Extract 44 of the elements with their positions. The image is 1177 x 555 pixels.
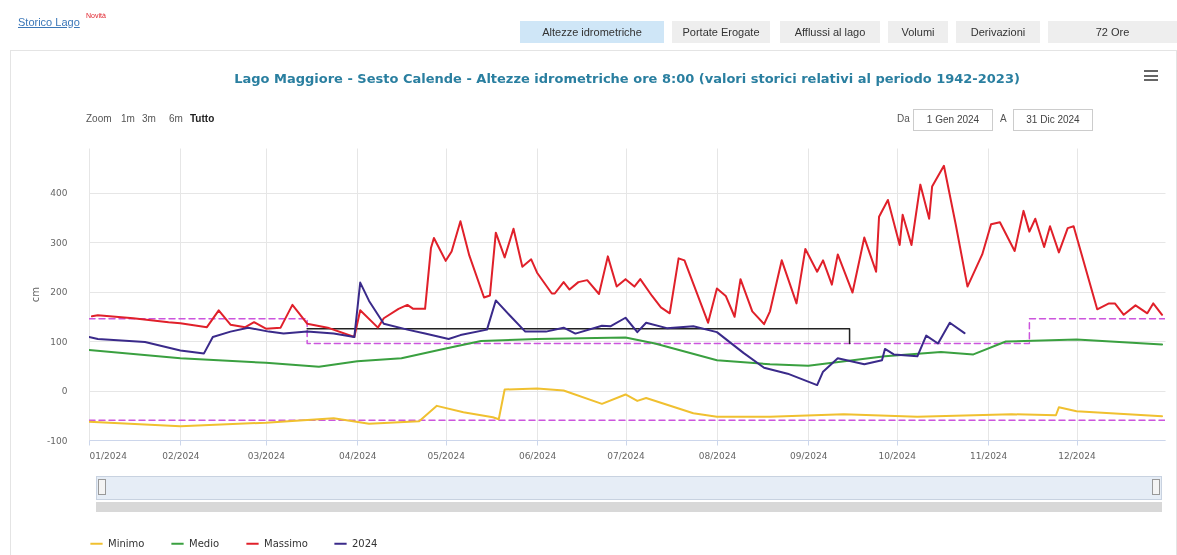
x-tick-label: 03/2024 xyxy=(247,450,286,461)
y-tick-label: -100 xyxy=(47,435,68,446)
text: 3m xyxy=(142,113,156,124)
text: Portate Erogate xyxy=(672,21,770,43)
y-tick-label: 200 xyxy=(50,287,68,298)
line-series xyxy=(89,336,1164,368)
x-tick-label: 02/2024 xyxy=(162,450,200,461)
line-series xyxy=(90,164,1164,339)
y-tick-label: 400 xyxy=(50,188,68,199)
text: Altezze idrometriche xyxy=(520,21,664,43)
text: 31 Dic 2024 xyxy=(1013,109,1093,131)
x-tick-label: 04/2024 xyxy=(339,450,377,461)
legend-label: 2024 xyxy=(352,537,378,549)
line-series xyxy=(89,387,1164,428)
text: Derivazioni xyxy=(956,21,1040,43)
legend-label: Minimo xyxy=(108,537,145,549)
text: A xyxy=(1000,113,1007,124)
text: 6m xyxy=(169,113,183,124)
text: 72 Ore xyxy=(1048,21,1177,43)
x-tick-label: 10/2024 xyxy=(878,450,917,461)
text: 1 Gen 2024 xyxy=(913,109,993,131)
chart-title: Lago Maggiore - Sesto Calende - Altezze idrometriche ore 8:00 (valori storici relativi al periodo 1942-2023) xyxy=(234,71,1020,86)
legend-label: Medio xyxy=(189,537,220,549)
x-tick-label: 08/2024 xyxy=(698,450,737,461)
y-axis-title: cm xyxy=(30,286,42,303)
y-tick-label: 100 xyxy=(50,336,68,347)
text: Da xyxy=(897,113,910,124)
text: Afflussi al lago xyxy=(780,21,880,43)
x-tick-label: 06/2024 xyxy=(518,450,557,461)
text: Storico Lago xyxy=(18,16,80,28)
x-tick-label: 12/2024 xyxy=(1058,450,1097,461)
y-tick-label: 0 xyxy=(61,386,68,397)
legend-label: Massimo xyxy=(264,537,308,549)
text: 1m xyxy=(121,113,135,124)
text: Volumi xyxy=(888,21,948,43)
x-tick-label: 01/2024 xyxy=(89,450,128,461)
x-tick-label: 09/2024 xyxy=(790,450,828,461)
x-tick-label: 07/2024 xyxy=(607,450,645,461)
line-series xyxy=(89,281,966,387)
x-tick-label: 11/2024 xyxy=(969,450,1008,461)
x-tick-label: 05/2024 xyxy=(427,450,466,461)
text: Tutto xyxy=(190,113,215,124)
y-tick-label: 300 xyxy=(50,237,68,248)
text: Zoom xyxy=(86,113,112,124)
